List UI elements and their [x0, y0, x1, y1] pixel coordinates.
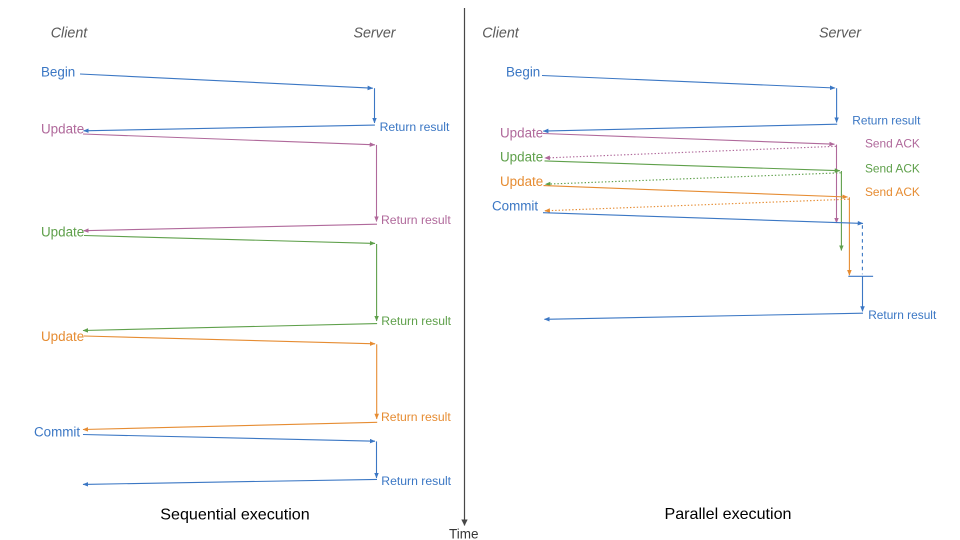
- svg-text:Client: Client: [51, 26, 89, 42]
- svg-text:Update: Update: [500, 126, 543, 141]
- svg-text:Update: Update: [500, 174, 543, 189]
- svg-text:Commit: Commit: [34, 425, 80, 440]
- svg-text:Update: Update: [500, 150, 543, 165]
- svg-text:Commit: Commit: [492, 198, 538, 213]
- svg-text:Return result: Return result: [381, 314, 451, 328]
- svg-text:Return result: Return result: [852, 114, 921, 128]
- svg-text:Send ACK: Send ACK: [865, 136, 920, 150]
- svg-text:Begin: Begin: [41, 64, 75, 79]
- svg-text:Send ACK: Send ACK: [865, 185, 920, 199]
- svg-text:Client: Client: [482, 26, 520, 42]
- svg-text:Update: Update: [41, 122, 84, 137]
- svg-text:Server: Server: [819, 26, 862, 42]
- svg-text:Server: Server: [353, 26, 396, 42]
- svg-text:Update: Update: [41, 329, 84, 344]
- svg-text:Sequential execution: Sequential execution: [160, 506, 309, 524]
- svg-text:Time: Time: [449, 526, 479, 540]
- svg-text:Return result: Return result: [381, 474, 451, 488]
- svg-text:Begin: Begin: [506, 65, 540, 80]
- svg-text:Parallel execution: Parallel execution: [664, 505, 791, 523]
- svg-text:Return result: Return result: [380, 120, 450, 134]
- svg-text:Return result: Return result: [868, 308, 937, 322]
- svg-text:Return result: Return result: [381, 213, 451, 227]
- svg-text:Return result: Return result: [381, 410, 451, 424]
- svg-text:Send ACK: Send ACK: [865, 161, 920, 175]
- svg-text:Update: Update: [41, 224, 84, 239]
